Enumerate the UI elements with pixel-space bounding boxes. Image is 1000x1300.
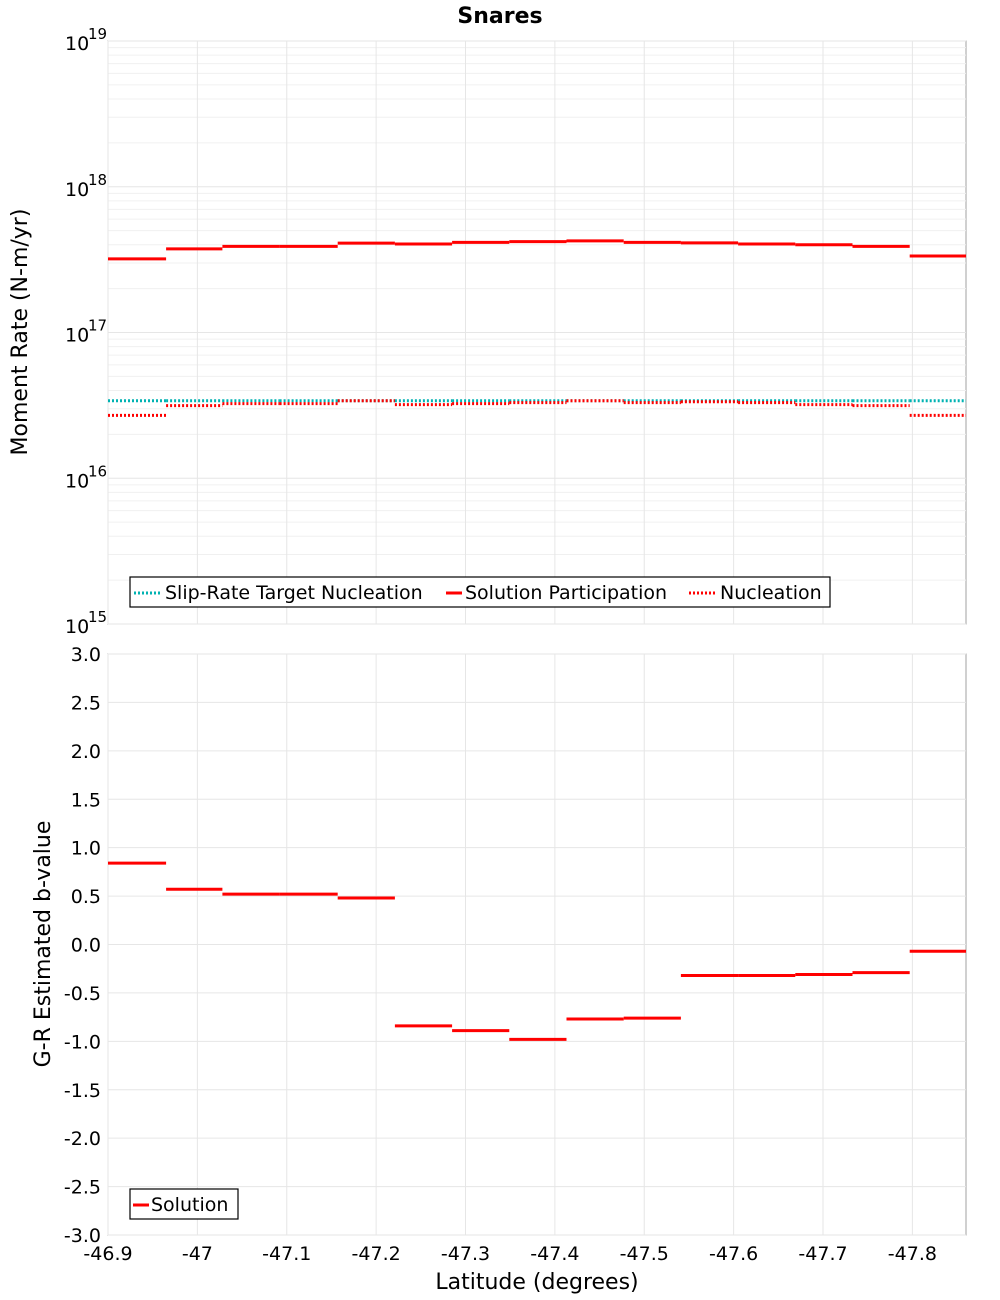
b-value-panel: 3.0 2.5 2.0 1.5 1.0 0.5 0.0 -0.5 -1.0 -1.5 -2.0 -2.… <box>31 644 967 1295</box>
y-tick-label-exponent: 18 <box>88 171 107 189</box>
series-nucleation <box>108 399 966 417</box>
y-tick-label: -1.0 <box>64 1031 101 1053</box>
b-value-series <box>108 861 966 1041</box>
x-tick-label: -47.4 <box>530 1243 579 1265</box>
chart-title: Snares <box>457 4 542 29</box>
series-solution <box>108 861 966 1041</box>
b-value-y-ticks: 3.0 2.5 2.0 1.5 1.0 0.5 0.0 -0.5 -1.0 -1.5 -2.0 -2.… <box>64 644 101 1247</box>
x-tick-label: -47.1 <box>262 1243 311 1265</box>
latitude-x-ticks: -46.9 -47 -47.1 -47.2 -47.3 -47.4 -47.5 -47.6 -4… <box>83 1243 937 1265</box>
y-tick-label-base: 10 <box>65 325 89 347</box>
x-tick-label: -47.5 <box>620 1243 669 1265</box>
x-tick-label: -46.9 <box>83 1243 132 1265</box>
y-tick-label: -1.5 <box>64 1080 101 1102</box>
x-axis-label: Latitude (degrees) <box>435 1270 638 1295</box>
y-tick-label: 2.5 <box>71 692 101 714</box>
y-tick-label: 1.0 <box>71 838 101 860</box>
y-tick-label-exponent: 15 <box>88 608 107 626</box>
x-tick-label: -47.2 <box>352 1243 401 1265</box>
y-tick-label-exponent: 17 <box>88 317 107 335</box>
y-tick-label: -3.0 <box>64 1225 101 1247</box>
x-tick-label: -47.7 <box>798 1243 847 1265</box>
x-tick-label: -47.3 <box>441 1243 490 1265</box>
x-tick-label: -47.6 <box>709 1243 758 1265</box>
b-value-y-axis-label: G-R Estimated b-value <box>31 821 56 1068</box>
legend-label-solution: Solution <box>151 1194 228 1216</box>
y-tick-label: 1.5 <box>71 789 101 811</box>
legend-label-slip-rate-target: Slip-Rate Target Nucleation <box>165 582 423 604</box>
y-tick-label: 0.5 <box>71 886 101 908</box>
y-tick-label-base: 10 <box>65 616 89 638</box>
y-tick-label-exponent: 19 <box>88 25 107 43</box>
x-tick-label: -47.8 <box>888 1243 937 1265</box>
y-tick-label: 2.0 <box>71 741 101 763</box>
y-tick-label: -0.5 <box>64 983 101 1005</box>
legend-label-nucleation: Nucleation <box>720 582 822 604</box>
b-value-gridlines <box>107 653 966 1236</box>
b-value-legend: Solution <box>129 1188 239 1220</box>
series-solution-participation <box>108 239 966 261</box>
b-value-legend-box <box>129 1188 239 1220</box>
moment-rate-series <box>108 239 966 417</box>
legend-label-solution-participation: Solution Participation <box>465 582 667 604</box>
y-tick-label: -2.0 <box>64 1128 101 1150</box>
y-tick-label-base: 10 <box>65 33 89 55</box>
y-tick-label-exponent: 16 <box>88 462 107 480</box>
x-tick-label: -47 <box>182 1243 213 1265</box>
moment-rate-legend: Slip-Rate Target Nucleation Solution Par… <box>129 576 831 608</box>
y-tick-label-base: 10 <box>65 470 89 492</box>
moment-rate-y-axis-label: Moment Rate (N-m/yr) <box>8 209 33 456</box>
y-tick-label: 3.0 <box>71 644 101 666</box>
y-tick-label: 0.0 <box>71 935 101 957</box>
y-tick-label: -2.5 <box>64 1177 101 1199</box>
y-tick-label-base: 10 <box>65 179 89 201</box>
